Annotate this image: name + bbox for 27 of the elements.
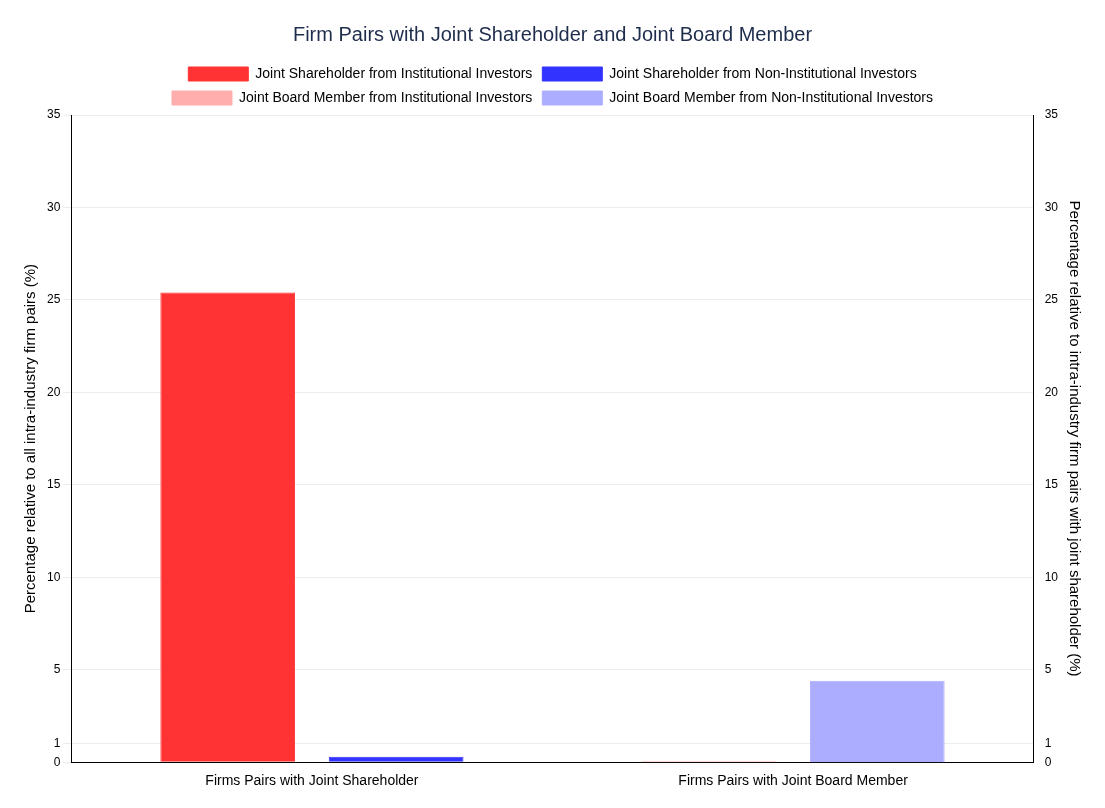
y2-tick-label: 30: [1044, 199, 1059, 214]
y2-tick-label: 1: [1044, 736, 1052, 751]
y-tick-label: 35: [46, 107, 61, 122]
legend-label: Joint Board Member from Institutional Investors: [238, 88, 533, 105]
y2-tick-label: 35: [1044, 107, 1059, 122]
y2-tick-label: 25: [1044, 292, 1059, 307]
y-tick-label: 1: [53, 736, 61, 751]
y-tick-label: 10: [46, 569, 61, 584]
y-tick-label: 15: [46, 477, 61, 492]
y2-tick-label: 15: [1044, 477, 1059, 492]
y2-tick-label: 20: [1044, 384, 1059, 399]
y-tick-label: 0: [53, 754, 61, 769]
y-tick-label: 5: [53, 662, 61, 677]
legend-label: Joint Board Member from Non-Institutional Investors: [609, 88, 934, 105]
y2-axis-title: Percentage relative to intra-industry firm pairs with joint shareholder (%): [1066, 200, 1084, 677]
legend-label: Joint Shareholder from Non-Institutional Investors: [609, 64, 917, 81]
y2-tick-label: 10: [1044, 569, 1059, 584]
x-tick-label: Firms Pairs with Joint Shareholder: [205, 772, 419, 789]
legend-label: Joint Shareholder from Institutional Investors: [255, 64, 533, 81]
y2-tick-label: 5: [1044, 662, 1052, 677]
y2-tick-label: 0: [1044, 754, 1052, 769]
y-tick-label: 25: [46, 292, 61, 307]
y-tick-label: 20: [46, 384, 61, 399]
chart-title: Firm Pairs with Joint Shareholder and Joint Board Member: [292, 22, 813, 45]
y-axis-title: Percentage relative to all intra-industry firm pairs (%): [21, 263, 39, 614]
x-tick-label: Firms Pairs with Joint Board Member: [678, 772, 909, 789]
y-tick-label: 30: [46, 199, 61, 214]
